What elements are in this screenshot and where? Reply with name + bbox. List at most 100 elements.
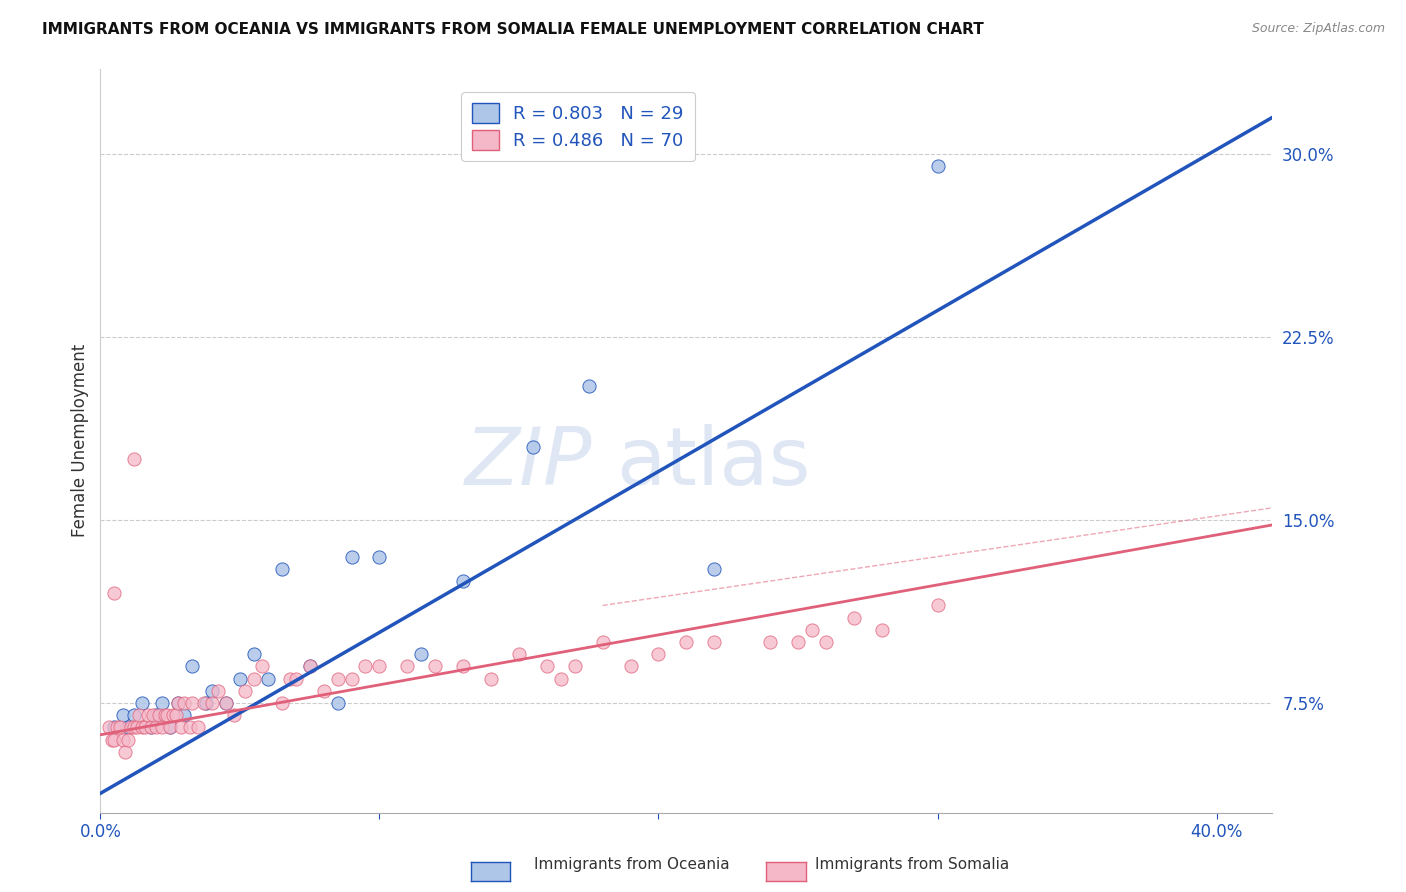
Point [619, 659, 641, 673]
Point [814, 635, 837, 649]
Point [170, 721, 193, 735]
Text: atlas: atlas [616, 424, 810, 502]
Point [128, 708, 150, 723]
Point [136, 708, 159, 723]
Point [451, 574, 474, 588]
Point [181, 659, 204, 673]
Point [125, 721, 148, 735]
Text: IMMIGRANTS FROM OCEANIA VS IMMIGRANTS FROM SOMALIA FEMALE UNEMPLOYMENT CORRELATI: IMMIGRANTS FROM OCEANIA VS IMMIGRANTS FR… [42, 22, 984, 37]
Point [326, 696, 349, 710]
Point [162, 708, 184, 723]
Point [229, 672, 252, 686]
Point [564, 659, 586, 673]
Point [117, 721, 139, 735]
Point [100, 732, 122, 747]
Point [298, 659, 321, 673]
Point [298, 659, 321, 673]
Point [550, 672, 572, 686]
Point [927, 159, 949, 173]
Point [326, 672, 349, 686]
Point [108, 721, 131, 735]
Point [703, 635, 725, 649]
Point [368, 549, 391, 564]
Point [842, 610, 865, 624]
Point [173, 696, 195, 710]
Point [207, 684, 229, 698]
Point [479, 672, 502, 686]
Point [122, 721, 145, 735]
Point [114, 745, 136, 759]
Point [270, 696, 292, 710]
Point [396, 659, 419, 673]
Point [578, 379, 600, 393]
Point [800, 623, 823, 637]
Point [243, 647, 266, 661]
Point [167, 696, 190, 710]
Point [97, 721, 120, 735]
Text: Immigrants from Oceania: Immigrants from Oceania [534, 857, 730, 872]
Point [193, 696, 215, 710]
Point [215, 696, 238, 710]
Point [105, 721, 128, 735]
Point [120, 721, 142, 735]
Point [354, 659, 377, 673]
Point [187, 721, 209, 735]
Point [103, 732, 125, 747]
Point [159, 721, 181, 735]
Point [787, 635, 810, 649]
Point [103, 586, 125, 600]
Point [173, 708, 195, 723]
Point [139, 721, 162, 735]
Point [340, 672, 363, 686]
Point [150, 721, 173, 735]
Point [250, 659, 273, 673]
Point [122, 452, 145, 467]
Point [131, 696, 153, 710]
Point [522, 440, 544, 454]
Point [592, 635, 614, 649]
Point [156, 708, 179, 723]
Point [284, 672, 307, 686]
Point [870, 623, 893, 637]
Point [256, 672, 278, 686]
Point [224, 708, 246, 723]
Text: ZIP: ZIP [465, 424, 592, 502]
Point [536, 659, 558, 673]
Point [340, 549, 363, 564]
Point [111, 732, 134, 747]
Point [508, 647, 530, 661]
Point [148, 708, 170, 723]
Point [451, 659, 474, 673]
Text: Source: ZipAtlas.com: Source: ZipAtlas.com [1251, 22, 1385, 36]
Point [425, 659, 447, 673]
Point [235, 684, 257, 698]
Text: Immigrants from Somalia: Immigrants from Somalia [815, 857, 1010, 872]
Point [927, 599, 949, 613]
Point [159, 721, 181, 735]
Point [675, 635, 697, 649]
Point [131, 721, 153, 735]
Point [278, 672, 301, 686]
Point [103, 721, 125, 735]
Point [243, 672, 266, 686]
Point [215, 696, 238, 710]
Point [201, 696, 224, 710]
Point [195, 696, 218, 710]
Point [145, 708, 167, 723]
Point [312, 684, 335, 698]
Point [759, 635, 782, 649]
Point [181, 696, 204, 710]
Point [111, 708, 134, 723]
Point [411, 647, 433, 661]
Point [167, 696, 190, 710]
Point [122, 708, 145, 723]
Point [150, 696, 173, 710]
Point [134, 721, 156, 735]
Point [145, 721, 167, 735]
Y-axis label: Female Unemployment: Female Unemployment [72, 344, 89, 537]
Point [179, 721, 201, 735]
Point [117, 732, 139, 747]
Legend: R = 0.803   N = 29, R = 0.486   N = 70: R = 0.803 N = 29, R = 0.486 N = 70 [461, 93, 695, 161]
Point [201, 684, 224, 698]
Point [270, 562, 292, 576]
